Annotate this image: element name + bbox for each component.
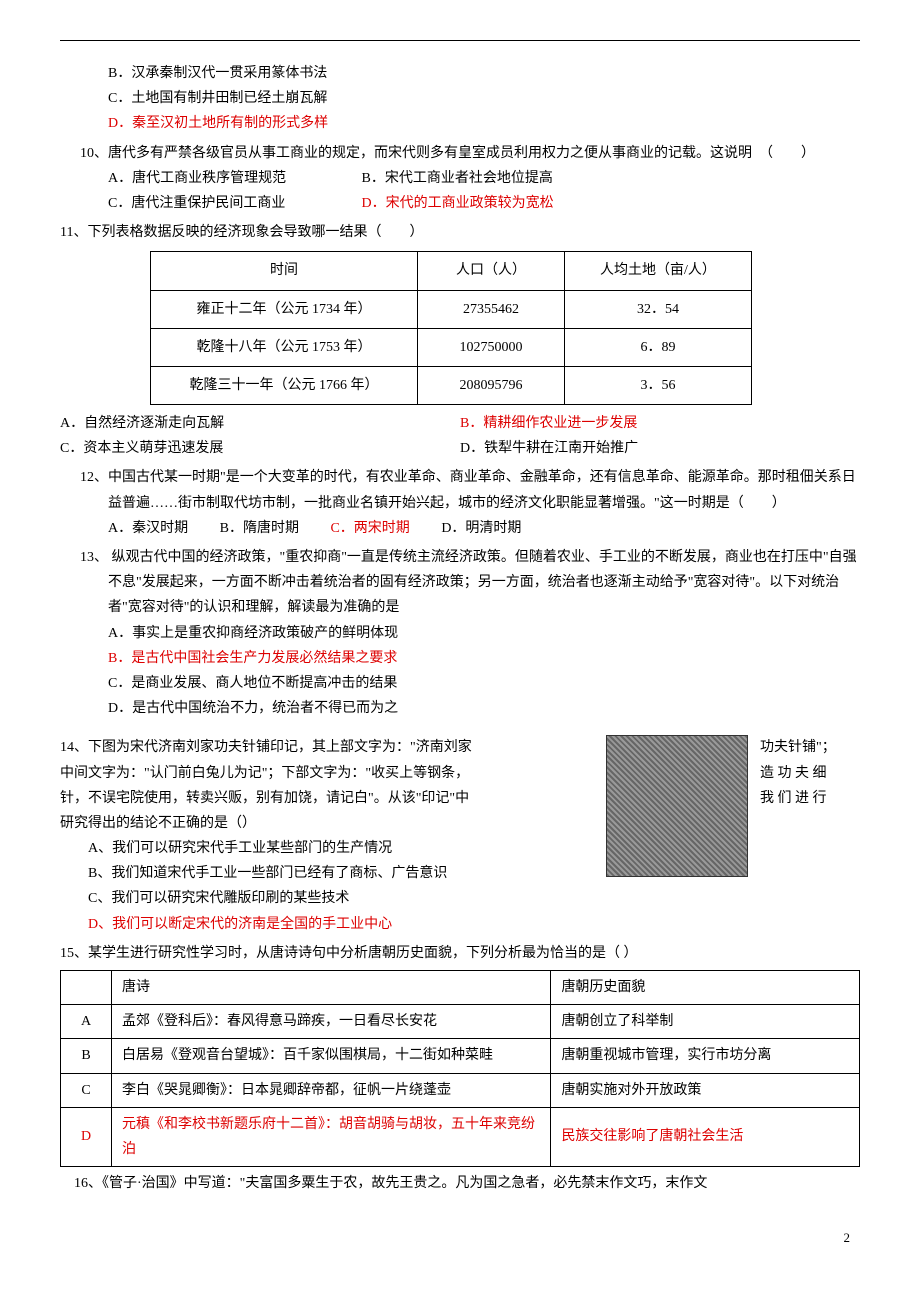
q11-th-1: 人口（人）	[418, 252, 565, 290]
q14-line1b: 功夫针铺"；	[760, 735, 860, 760]
q15-th-1: 唐诗	[112, 971, 551, 1005]
q10-option-b: B．宋代工商业者社会地位提高	[362, 171, 553, 186]
q11-table: 时间 人口（人） 人均土地（亩/人） 雍正十二年（公元 1734 年） 2735…	[150, 251, 752, 405]
q12-option-c: C．两宋时期	[330, 521, 409, 536]
q15-stem: 15、某学生进行研究性学习时，从唐诗诗句中分析唐朝历史面貌，下列分析最为恰当的是…	[60, 941, 860, 966]
q9-option-d: D．秦至汉初土地所有制的形式多样	[108, 111, 860, 136]
q14-seal-image	[606, 735, 748, 877]
q13-option-d: D．是古代中国统治不力，统治者不得已而为之	[108, 696, 860, 721]
q14-line3a: 针，不误宅院使用，转卖兴贩，别有加饶，请记白"。从该"印记"中	[60, 786, 594, 811]
q11-r0c0: 雍正十二年（公元 1734 年）	[151, 290, 418, 328]
q16-stem: 16、《管子·治国》中写道："夫富国多粟生于农，故先王贵之。凡为国之急者，必先禁…	[74, 1171, 860, 1196]
q10-option-d: D．宋代的工商业政策较为宽松	[362, 196, 554, 211]
q11-r2c2: 3．56	[565, 366, 752, 404]
q14-option-c: C、我们可以研究宋代雕版印刷的某些技术	[88, 886, 594, 911]
q14-line2b: 造 功 夫 细	[760, 761, 860, 786]
q11-r0c1: 27355462	[418, 290, 565, 328]
q14-block: 14、下图为宋代济南刘家功夫针铺印记，其上部文字为："济南刘家 中间文字为："认…	[60, 735, 860, 937]
q13-stem: 13、 纵观古代中国的经济政策，"重农抑商"一直是传统主流经济政策。但随着农业、…	[88, 545, 860, 621]
q14-line3b: 我 们 进 行	[760, 786, 860, 811]
q13-option-a: A．事实上是重农抑商经济政策破产的鲜明体现	[108, 621, 860, 646]
q14-text: 14、下图为宋代济南刘家功夫针铺印记，其上部文字为："济南刘家 中间文字为："认…	[60, 735, 594, 937]
q9-option-c: C．土地国有制井田制已经土崩瓦解	[108, 86, 860, 111]
q15-th-0	[61, 971, 112, 1005]
q15-r0c0: A	[61, 1005, 112, 1039]
q12-options: A．秦汉时期 B．隋唐时期 C．两宋时期 D．明清时期	[108, 516, 860, 541]
q15-r2c0: C	[61, 1073, 112, 1107]
top-rule	[60, 40, 860, 41]
q11-r2c0: 乾隆三十一年（公元 1766 年）	[151, 366, 418, 404]
q15-r0c1: 孟郊《登科后》：春风得意马蹄疾，一日看尽长安花	[112, 1005, 551, 1039]
q14-option-b: B、我们知道宋代手工业一些部门已经有了商标、广告意识	[88, 861, 594, 886]
q15-r1c2: 唐朝重视城市管理，实行市坊分离	[551, 1039, 860, 1073]
q15-r2c1: 李白《哭晁卿衡》：日本晁卿辞帝都，征帆一片绕蓬壶	[112, 1073, 551, 1107]
q14-line1a: 14、下图为宋代济南刘家功夫针铺印记，其上部文字为："济南刘家	[60, 735, 594, 760]
q10-option-c: C．唐代注重保护民间工商业	[108, 191, 358, 216]
q15-r3c1: 元稹《和李校书新题乐府十二首》：胡音胡骑与胡妆，五十年来竞纷泊	[112, 1107, 551, 1166]
q11-r2c1: 208095796	[418, 366, 565, 404]
q12-option-d: D．明清时期	[441, 521, 521, 536]
q14-option-a: A、我们可以研究宋代手工业某些部门的生产情况	[88, 836, 594, 861]
q12-stem: 12、中国古代某一时期"是一个大变革的时代，有农业革命、商业革命、金融革命，还有…	[88, 465, 860, 515]
q14-right-text: 功夫针铺"； 造 功 夫 细 我 们 进 行	[760, 735, 860, 811]
q15-r0c2: 唐朝创立了科举制	[551, 1005, 860, 1039]
q15-r1c1: 白居易《登观音台望城》：百千家似围棋局，十二街如种菜畦	[112, 1039, 551, 1073]
q14-line2a: 中间文字为："认门前白兔儿为记"；下部文字为："收买上等钢条，	[60, 761, 594, 786]
q12-option-b: B．隋唐时期	[220, 521, 299, 536]
q15-table: 唐诗 唐朝历史面貌 A 孟郊《登科后》：春风得意马蹄疾，一日看尽长安花 唐朝创立…	[60, 970, 860, 1167]
q11-option-d: D．铁犁牛耕在江南开始推广	[460, 436, 860, 461]
q11-option-a: A．自然经济逐渐走向瓦解	[60, 411, 460, 436]
q15-th-2: 唐朝历史面貌	[551, 971, 860, 1005]
q12-option-a: A．秦汉时期	[108, 521, 188, 536]
q13-option-b: B．是古代中国社会生产力发展必然结果之要求	[108, 646, 860, 671]
q11-th-2: 人均土地（亩/人）	[565, 252, 752, 290]
q15-r2c2: 唐朝实施对外开放政策	[551, 1073, 860, 1107]
q11-r1c0: 乾隆十八年（公元 1753 年）	[151, 328, 418, 366]
q11-r1c2: 6．89	[565, 328, 752, 366]
q11-table-wrap: 时间 人口（人） 人均土地（亩/人） 雍正十二年（公元 1734 年） 2735…	[150, 251, 860, 405]
q11-option-b: B．精耕细作农业进一步发展	[460, 411, 860, 436]
q11-r1c1: 102750000	[418, 328, 565, 366]
q11-th-0: 时间	[151, 252, 418, 290]
q11-stem: 11、下列表格数据反映的经济现象会导致哪一结果（ ）	[60, 220, 860, 245]
q15-r3c2: 民族交往影响了唐朝社会生活	[551, 1107, 860, 1166]
q9-option-b: B．汉承秦制汉代一贯采用篆体书法	[108, 61, 860, 86]
q11-options-row2: C．资本主义萌芽迅速发展 D．铁犁牛耕在江南开始推广	[60, 436, 860, 461]
q11-option-c: C．资本主义萌芽迅速发展	[60, 436, 460, 461]
q11-options-row1: A．自然经济逐渐走向瓦解 B．精耕细作农业进一步发展	[60, 411, 860, 436]
q15-r1c0: B	[61, 1039, 112, 1073]
q14-option-d: D、我们可以断定宋代的济南是全国的手工业中心	[88, 912, 594, 937]
q10-options-row2: C．唐代注重保护民间工商业 D．宋代的工商业政策较为宽松	[108, 191, 860, 216]
q10-options-row1: A．唐代工商业秩序管理规范 B．宋代工商业者社会地位提高	[108, 166, 860, 191]
q13-option-c: C．是商业发展、商人地位不断提高冲击的结果	[108, 671, 860, 696]
q11-r0c2: 32．54	[565, 290, 752, 328]
q10-stem: 10、唐代多有严禁各级官员从事工商业的规定，而宋代则多有皇室成员利用权力之便从事…	[88, 141, 860, 166]
page-number: 2	[60, 1226, 860, 1249]
q15-r3c0: D	[61, 1107, 112, 1166]
q14-line4: 研究得出的结论不正确的是（）	[60, 811, 594, 836]
q10-option-a: A．唐代工商业秩序管理规范	[108, 166, 358, 191]
